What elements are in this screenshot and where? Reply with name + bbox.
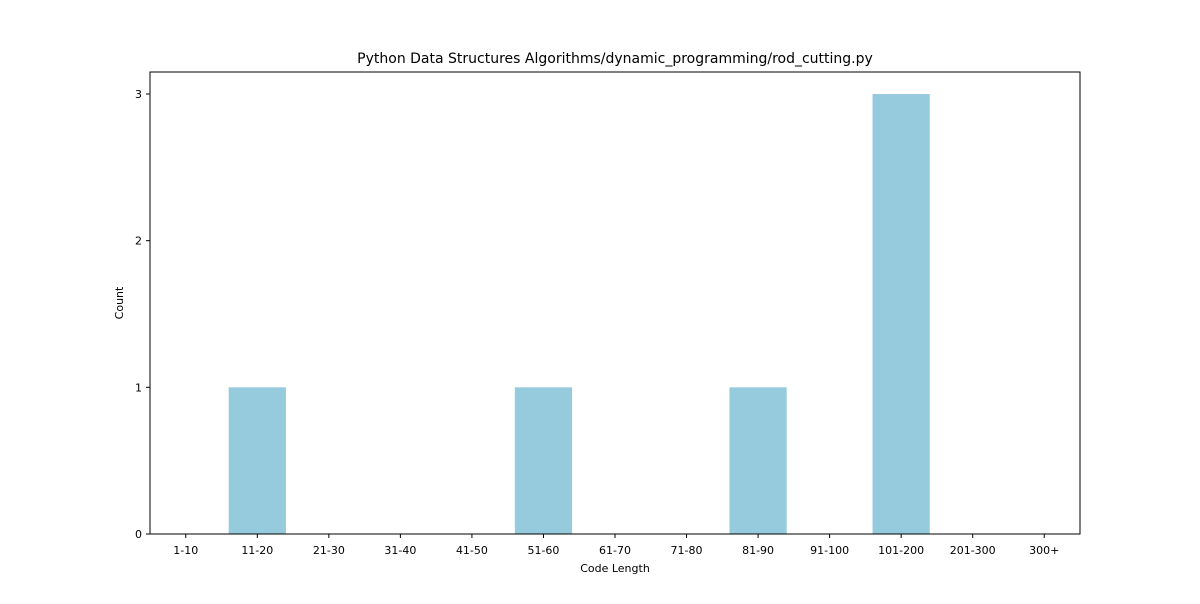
- x-axis-label: Code Length: [580, 562, 650, 575]
- x-tick-label: 91-100: [810, 544, 849, 557]
- bars-group: [228, 94, 930, 534]
- x-tick-label: 41-50: [456, 544, 488, 557]
- x-axis-ticks: 1-10 11-20 21-30 31-40 41-50 51-60 61-70 71-80 8…: [173, 534, 1059, 557]
- bar-81-90: [729, 387, 787, 534]
- y-tick-label: 2: [135, 235, 142, 248]
- y-tick-label: 3: [135, 88, 142, 101]
- y-axis-label: Count: [113, 286, 126, 319]
- chart-title: Python Data Structures Algorithms/dynami…: [357, 51, 873, 67]
- bar-101-200: [872, 94, 930, 534]
- x-tick-label: 300+: [1029, 544, 1059, 557]
- y-tick-label: 1: [135, 381, 142, 394]
- x-tick-label: 51-60: [527, 544, 559, 557]
- x-tick-label: 201-300: [950, 544, 996, 557]
- x-tick-label: 31-40: [384, 544, 416, 557]
- x-tick-label: 71-80: [671, 544, 703, 557]
- plot-area-frame: [149, 71, 1081, 535]
- y-tick-label: 0: [135, 528, 142, 541]
- x-tick-label: 21-30: [313, 544, 345, 557]
- y-axis-ticks: 0 1 2 3: [135, 88, 150, 541]
- x-tick-label: 1-10: [173, 544, 198, 557]
- x-tick-label: 101-200: [878, 544, 924, 557]
- x-tick-label: 11-20: [241, 544, 273, 557]
- x-tick-label: 61-70: [599, 544, 631, 557]
- bar-51-60: [514, 387, 573, 534]
- x-tick-label: 81-90: [742, 544, 774, 557]
- bar-11-20: [228, 387, 286, 534]
